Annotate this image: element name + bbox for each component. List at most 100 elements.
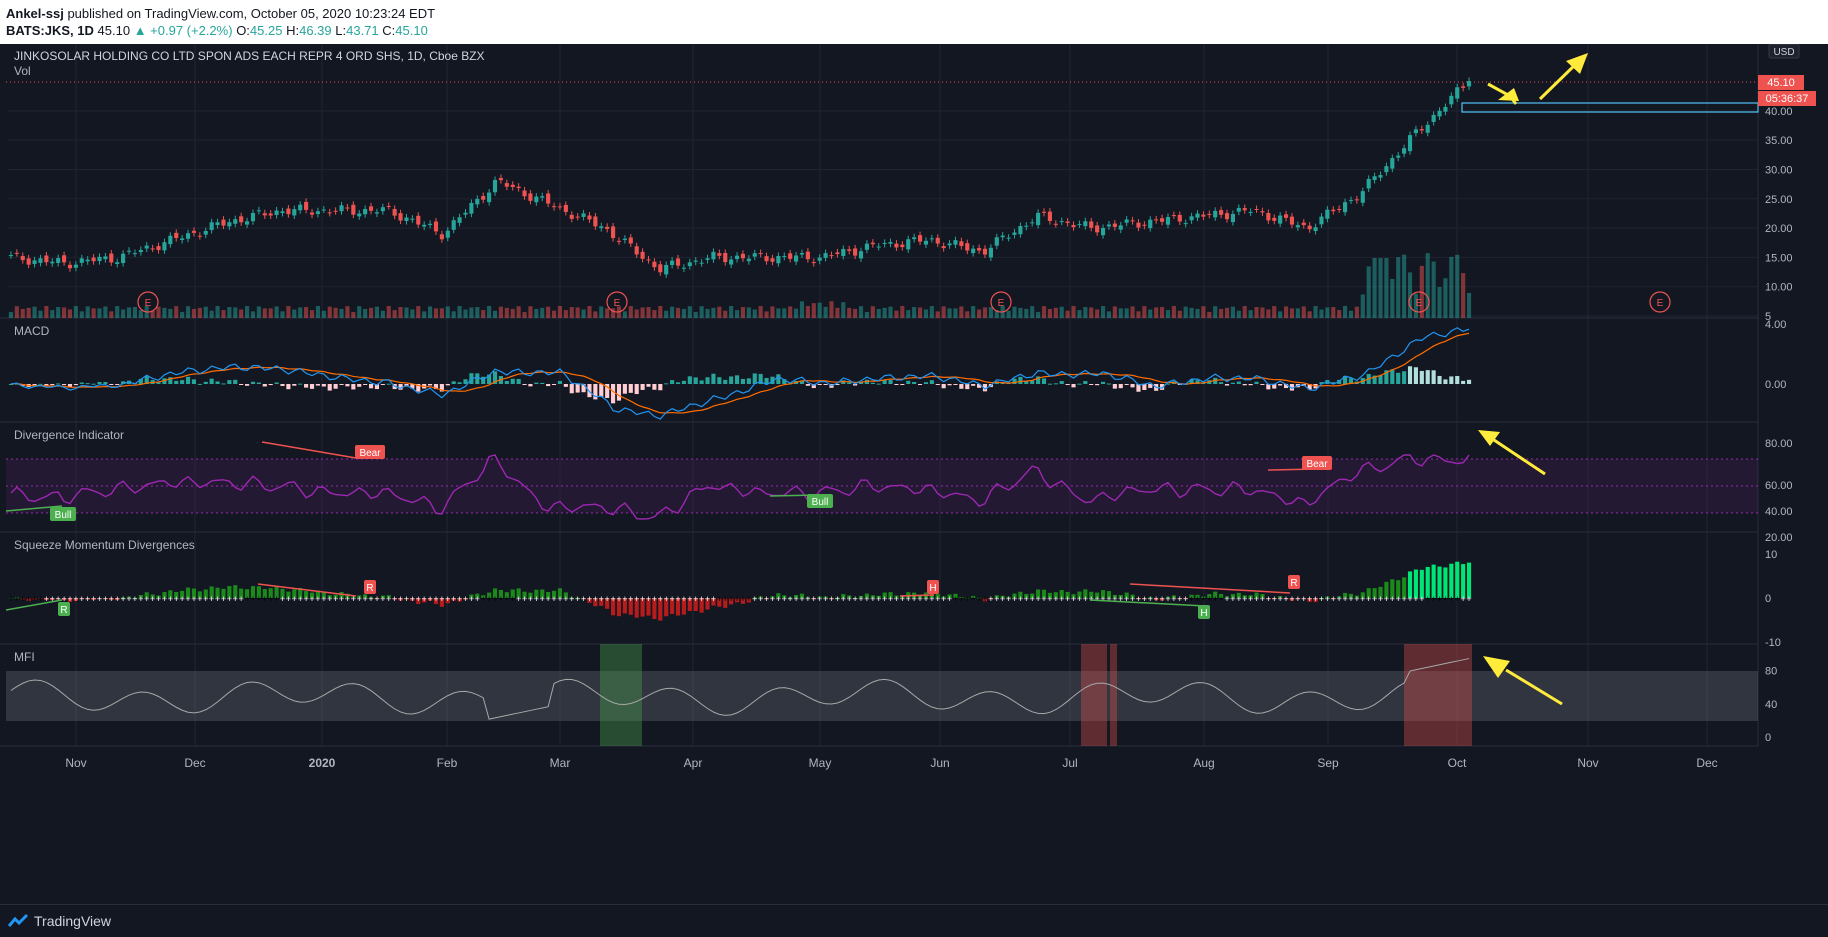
squeeze-dot: +: [811, 594, 816, 604]
squeeze-bar: [26, 598, 31, 601]
candle-body: [44, 255, 49, 263]
volume-bar: [121, 309, 126, 318]
squeeze-dot: +: [115, 594, 120, 604]
macd-hist-bar: [62, 384, 67, 386]
squeeze-dot: +: [233, 594, 238, 604]
candle-body: [357, 213, 362, 217]
macd-hist-bar: [203, 381, 208, 384]
candle-body: [764, 256, 769, 262]
squeeze-bar: [1461, 564, 1466, 598]
volume-bar: [26, 307, 31, 318]
price-axis[interactable]: 40.00 35.00 30.00 25.00 20.00 15.00 10.00 54.00…: [1765, 106, 1793, 744]
squeeze-dot: +: [1360, 594, 1365, 604]
candle-body: [734, 255, 740, 260]
squeeze-dot: +: [268, 594, 273, 604]
volume-bar: [546, 306, 551, 318]
squeeze-dot: +: [593, 594, 598, 604]
candle-body: [1449, 95, 1454, 105]
macd-hist-bar: [144, 376, 149, 384]
macd-hist-bar: [1053, 383, 1058, 385]
volume-bar: [1289, 308, 1295, 318]
candle-body: [1461, 86, 1466, 88]
volume-bar: [1396, 257, 1401, 318]
macd-hist-bar: [977, 384, 982, 388]
tradingview-brand[interactable]: TradingView: [34, 913, 112, 929]
candle-body: [109, 253, 114, 263]
macd-panel[interactable]: MACD: [8, 324, 1472, 420]
squeeze-dot: +: [823, 594, 828, 604]
squeeze-dot: +: [1372, 594, 1377, 604]
candle-body: [729, 259, 734, 265]
squeeze-dot: +: [1177, 594, 1182, 604]
squeeze-dot: +: [427, 594, 432, 604]
squeeze-dot: +: [793, 594, 798, 604]
squeeze-bar: [1089, 591, 1094, 598]
macd-hist-bar: [38, 383, 43, 385]
macd-hist-bar: [309, 384, 315, 389]
volume-bar: [115, 306, 120, 318]
arrow-up-drawing[interactable]: [1538, 60, 1580, 101]
squeeze-panel[interactable]: Squeeze Momentum Divergences + + + + + + + + + + +…: [5, 538, 1472, 621]
macd-hist-bar: [1195, 380, 1200, 384]
price-panel[interactable]: JINKOSOLAR HOLDING CO LTD SPON ADS EACH …: [6, 49, 1759, 318]
candle-body: [758, 253, 763, 255]
volume-bar: [250, 311, 256, 318]
volume-bar: [1301, 306, 1306, 318]
squeeze-bar: [670, 598, 675, 614]
candle-body: [546, 193, 551, 204]
mfi-panel[interactable]: MFI: [6, 644, 1758, 746]
candle-body: [233, 219, 238, 224]
candle-body: [1160, 218, 1165, 222]
time-axis[interactable]: Nov Dec 2020 Feb Mar Apr May Jun Jul Aug Sep Oct Nov…: [65, 756, 1717, 770]
macd-hist-bar: [428, 384, 433, 386]
squeeze-dot: +: [451, 594, 456, 604]
macd-hist-bar: [433, 384, 439, 390]
squeeze-bar: [611, 598, 616, 616]
macd-hist-bar: [752, 373, 757, 384]
macd-hist-bar: [1230, 382, 1235, 384]
squeeze-bar: [250, 586, 256, 598]
macd-hist-bar: [776, 374, 781, 384]
macd-hist-bar: [711, 373, 716, 384]
volume-bar: [504, 307, 509, 318]
squeeze-dot: +: [799, 594, 804, 604]
candle-body: [351, 204, 356, 215]
squeeze-bar: [1118, 594, 1123, 598]
macd-hist-bar: [882, 379, 887, 384]
macd-hist-bar: [1396, 372, 1401, 384]
earnings-marker[interactable]: E: [1649, 291, 1671, 313]
candle-body: [1242, 208, 1247, 211]
volume-bar: [622, 311, 627, 318]
arrow-mfi-drawing[interactable]: [1505, 668, 1563, 706]
squeeze-dot: +: [988, 594, 993, 604]
squeeze-bar: [1337, 596, 1342, 598]
svg-text:45.10: 45.10: [1767, 77, 1795, 89]
divergence-panel[interactable]: Divergence Indicator Bear Bear Bull Bull: [5, 428, 1758, 521]
squeeze-dot: +: [333, 594, 338, 604]
squeeze-dot: +: [1171, 594, 1176, 604]
squeeze-bar: [62, 598, 67, 601]
volume-bar: [103, 306, 108, 318]
candle-body: [115, 262, 120, 264]
squeeze-dot: +: [1301, 594, 1306, 604]
macd-hist-bar: [410, 384, 415, 389]
candle-body: [569, 214, 574, 219]
macd-hist-bar: [1018, 376, 1023, 384]
horizontal-range-box[interactable]: [1461, 102, 1759, 113]
earnings-marker[interactable]: E: [137, 291, 159, 313]
macd-hist-bar: [239, 384, 244, 385]
candle-body: [469, 202, 474, 214]
squeeze-dot: +: [605, 594, 610, 604]
earnings-marker[interactable]: E: [606, 291, 628, 313]
earnings-marker[interactable]: E: [1408, 291, 1430, 313]
macd-hist-bar: [1260, 384, 1265, 385]
currency-button[interactable]: USD: [1768, 44, 1800, 59]
macd-hist-bar: [1372, 375, 1377, 384]
volume-bar: [498, 306, 503, 318]
chart-area[interactable]: JINKOSOLAR HOLDING CO LTD SPON ADS EACH …: [0, 44, 1828, 904]
squeeze-bar: [109, 598, 114, 601]
earnings-marker[interactable]: E: [990, 291, 1012, 313]
author-name[interactable]: Ankel-ssj: [6, 6, 64, 21]
squeeze-bar: [734, 598, 740, 603]
arrow-divergence-drawing[interactable]: [1487, 434, 1546, 476]
